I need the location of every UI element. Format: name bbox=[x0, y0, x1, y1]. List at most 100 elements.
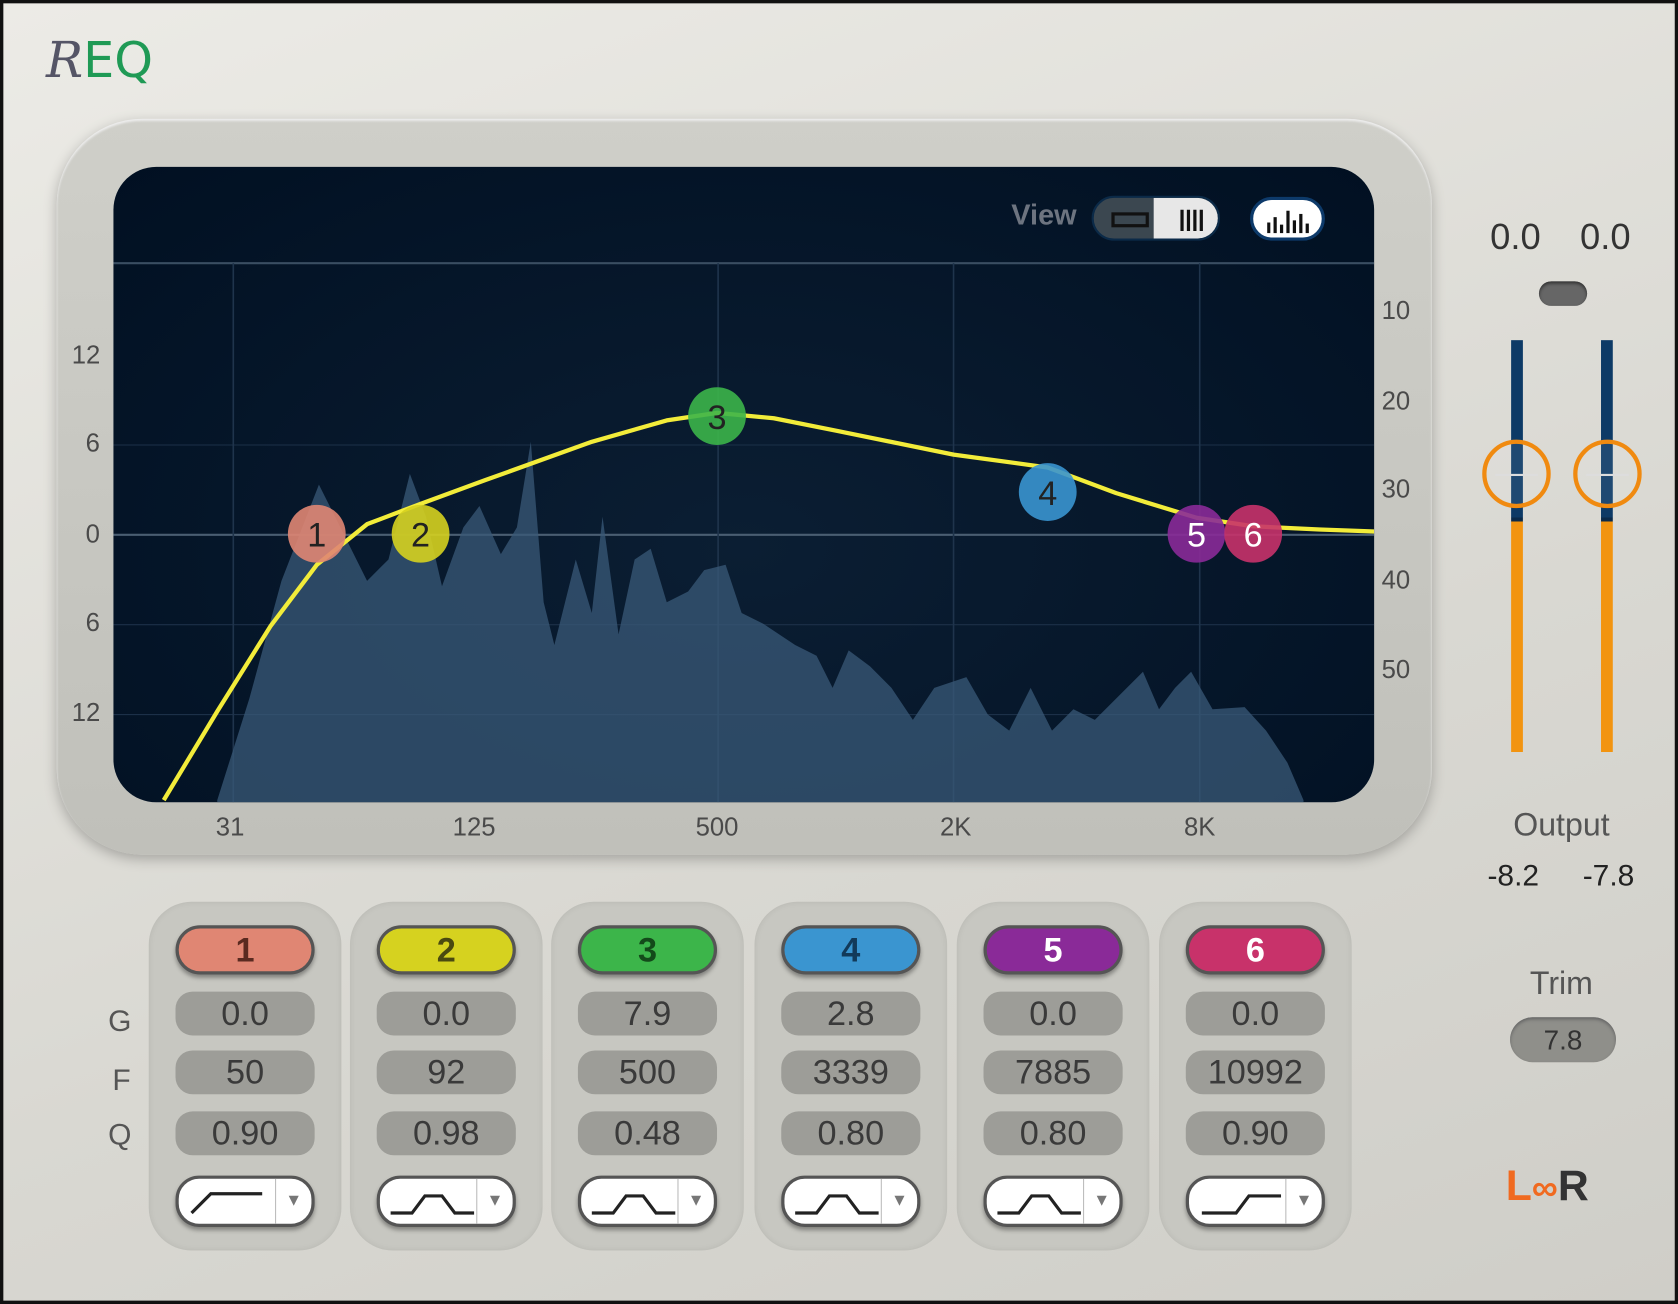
chevron-down-icon: ▼ bbox=[880, 1178, 917, 1224]
band-3-freq-field[interactable]: 500 bbox=[577, 1050, 718, 1095]
freq-label: 2K bbox=[939, 812, 972, 842]
trim-value-field[interactable]: 7.8 bbox=[1510, 1017, 1617, 1063]
output-left-value: -8.2 bbox=[1487, 858, 1540, 893]
logo-eq: EQ bbox=[83, 31, 153, 89]
output-meter-right bbox=[1601, 340, 1613, 752]
band-2-q-field[interactable]: 0.98 bbox=[376, 1111, 516, 1156]
band-1-node-label: 1 bbox=[307, 517, 326, 555]
spectrum-icon bbox=[1267, 210, 1309, 234]
gain-label: 6 bbox=[85, 608, 100, 638]
band-3-q-field[interactable]: 0.48 bbox=[577, 1111, 718, 1156]
band-2-column: 2 0.0 92 0.98 ▼ bbox=[349, 901, 543, 1251]
band-1-toggle[interactable]: 1 bbox=[175, 925, 315, 975]
chevron-down-icon: ▼ bbox=[1285, 1178, 1321, 1224]
band-2-node[interactable] bbox=[391, 504, 450, 563]
band-2-filter-type-select[interactable]: ▼ bbox=[376, 1175, 516, 1227]
band-5-gain-field[interactable]: 0.0 bbox=[983, 991, 1123, 1036]
freq-label: 8K bbox=[1183, 812, 1216, 842]
output-fader-right-handle[interactable] bbox=[1573, 439, 1642, 509]
level-label: 40 bbox=[1381, 565, 1411, 595]
band-6-toggle[interactable]: 6 bbox=[1185, 925, 1325, 975]
band-6-q-field[interactable]: 0.90 bbox=[1185, 1111, 1325, 1156]
stereo-link-toggle[interactable]: L∞R bbox=[1506, 1163, 1589, 1211]
band-3-node-label: 3 bbox=[708, 399, 727, 437]
view-label: View bbox=[1011, 198, 1077, 232]
band-6-node[interactable] bbox=[1224, 504, 1283, 563]
gain-label: 12 bbox=[71, 698, 101, 728]
band-3-gain-field[interactable]: 7.9 bbox=[577, 991, 718, 1036]
band-5-node-label: 5 bbox=[1187, 517, 1206, 555]
chevron-down-icon: ▼ bbox=[1083, 1178, 1119, 1224]
freq-label: 500 bbox=[695, 812, 739, 842]
req-logo: REQ bbox=[46, 33, 153, 86]
band-2-freq-field[interactable]: 92 bbox=[376, 1050, 516, 1095]
band-1-filter-type-select[interactable]: ▼ bbox=[175, 1175, 315, 1227]
band-2-node-label: 2 bbox=[411, 517, 430, 555]
link-right-label: R bbox=[1557, 1162, 1589, 1210]
band-4-node[interactable] bbox=[1018, 463, 1077, 521]
level-label: 20 bbox=[1381, 387, 1411, 417]
band-4-gain-field[interactable]: 2.8 bbox=[781, 991, 921, 1036]
band-4-q-field[interactable]: 0.80 bbox=[781, 1111, 921, 1156]
band-2-toggle[interactable]: 2 bbox=[376, 925, 516, 975]
chain-link-icon: ∞ bbox=[1531, 1168, 1558, 1209]
output-label: Output bbox=[1513, 807, 1610, 843]
peak-right-value: 0.0 bbox=[1580, 217, 1631, 258]
trim-label: Trim bbox=[1529, 965, 1593, 1002]
gain-label: 0 bbox=[85, 519, 100, 549]
band-5-node[interactable] bbox=[1167, 504, 1226, 563]
output-meter-left bbox=[1511, 340, 1523, 752]
band-4-freq-field[interactable]: 3339 bbox=[781, 1050, 921, 1095]
spectrum-button[interactable] bbox=[1249, 196, 1325, 241]
band-1-q-field[interactable]: 0.90 bbox=[175, 1111, 315, 1156]
freq-label: 125 bbox=[452, 812, 496, 842]
bell-filter-icon bbox=[997, 1194, 1081, 1215]
gain-label: 12 bbox=[71, 341, 101, 371]
band-6-column: 6 0.0 10992 0.90 ▼ bbox=[1159, 901, 1352, 1251]
band-5-column: 5 0.0 7885 0.80 ▼ bbox=[956, 901, 1150, 1251]
level-label: 30 bbox=[1381, 474, 1411, 504]
peak-left-value: 0.0 bbox=[1490, 217, 1541, 258]
band-3-node[interactable] bbox=[688, 387, 746, 445]
band-4-filter-type-select[interactable]: ▼ bbox=[781, 1175, 921, 1227]
band-6-filter-type-select[interactable]: ▼ bbox=[1185, 1175, 1325, 1227]
band-5-freq-field[interactable]: 7885 bbox=[983, 1050, 1123, 1095]
band-1-gain-field[interactable]: 0.0 bbox=[175, 991, 315, 1036]
band-5-filter-type-select[interactable]: ▼ bbox=[983, 1175, 1123, 1227]
band-3-toggle[interactable]: 3 bbox=[577, 925, 718, 975]
band-4-toggle[interactable]: 4 bbox=[781, 925, 921, 975]
bell-filter-icon bbox=[795, 1194, 879, 1215]
level-label: 50 bbox=[1381, 655, 1411, 685]
band-1-freq-field[interactable]: 50 bbox=[175, 1050, 315, 1095]
meter-link-button[interactable] bbox=[1538, 281, 1588, 306]
band-5-q-field[interactable]: 0.80 bbox=[983, 1111, 1123, 1156]
view-mode-toggle[interactable] bbox=[1091, 195, 1221, 241]
band-6-freq-field[interactable]: 10992 bbox=[1185, 1050, 1325, 1095]
high-shelf-filter-icon bbox=[1201, 1194, 1282, 1215]
band-1-node[interactable] bbox=[287, 504, 346, 563]
band-6-gain-field[interactable]: 0.0 bbox=[1185, 991, 1325, 1036]
bell-filter-icon bbox=[591, 1194, 676, 1215]
logo-r: R bbox=[46, 31, 84, 89]
link-left-label: L bbox=[1505, 1162, 1532, 1210]
band-4-node-label: 4 bbox=[1038, 475, 1057, 513]
q-row-label: Q bbox=[108, 1117, 132, 1151]
output-fader-left-handle[interactable] bbox=[1482, 439, 1551, 509]
chevron-down-icon: ▼ bbox=[476, 1178, 512, 1224]
band-5-toggle[interactable]: 5 bbox=[983, 925, 1123, 975]
eq-curve-display[interactable]: 1 2 3 4 5 6 bbox=[113, 167, 1375, 803]
freq-row-label: F bbox=[112, 1063, 131, 1097]
band-3-column: 3 7.9 500 0.48 ▼ bbox=[551, 901, 744, 1251]
band-3-filter-type-select[interactable]: ▼ bbox=[577, 1175, 718, 1227]
gain-label: 6 bbox=[85, 428, 100, 458]
chevron-down-icon: ▼ bbox=[275, 1178, 311, 1224]
bars-view-option[interactable] bbox=[1153, 197, 1218, 239]
gain-row-label: G bbox=[108, 1004, 132, 1038]
band-1-column: 1 0.0 50 0.90 ▼ bbox=[148, 901, 342, 1251]
line-view-icon[interactable] bbox=[1107, 209, 1214, 232]
bell-filter-icon bbox=[390, 1194, 475, 1215]
band-2-gain-field[interactable]: 0.0 bbox=[376, 991, 516, 1036]
band-4-column: 4 2.8 3339 0.80 ▼ bbox=[754, 901, 948, 1251]
